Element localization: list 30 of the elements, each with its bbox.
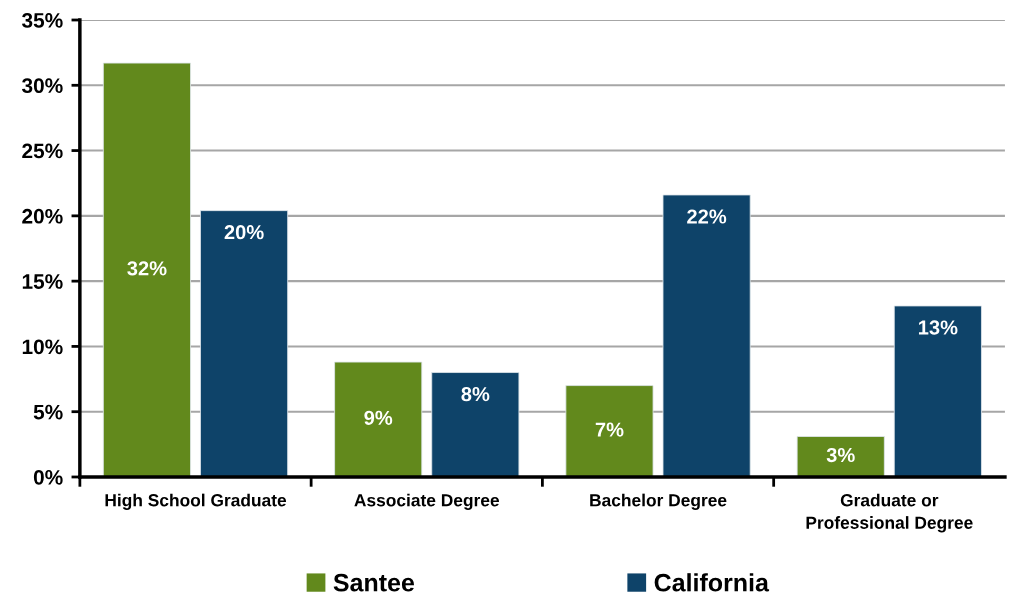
y-tick-label: 20% — [22, 208, 63, 224]
bar — [565, 385, 654, 477]
legend-label: Santee — [333, 573, 415, 592]
bar — [662, 194, 751, 477]
data-label: 20% — [224, 225, 264, 240]
y-tick-label: 30% — [21, 78, 63, 94]
y-tick-label: 25% — [22, 143, 63, 159]
data-label: 7% — [595, 422, 624, 437]
y-tick-label: 0% — [33, 469, 63, 485]
bar — [893, 305, 982, 477]
bar — [102, 62, 191, 477]
bar — [200, 210, 289, 477]
x-tick-label: Graduate or Professional Degree — [806, 493, 973, 533]
data-label: 13% — [918, 320, 958, 335]
data-label: 3% — [826, 447, 855, 463]
x-tick-label: Associate Degree — [354, 493, 500, 510]
bar — [431, 372, 520, 477]
x-tick-label: High School Graduate — [105, 493, 287, 510]
y-tick-label: 10% — [22, 339, 63, 355]
data-label: 22% — [687, 209, 727, 224]
y-tick-label: 15% — [22, 274, 63, 289]
data-label: 8% — [461, 386, 490, 402]
bar — [796, 436, 885, 477]
y-tick-label: 5% — [33, 404, 63, 420]
data-label: 32% — [127, 261, 167, 276]
y-tick-label: 35% — [21, 13, 63, 28]
legend-label: California — [654, 573, 770, 592]
x-tick-label: Bachelor Degree — [590, 493, 727, 510]
bar — [334, 361, 423, 477]
data-label: 9% — [364, 410, 393, 425]
